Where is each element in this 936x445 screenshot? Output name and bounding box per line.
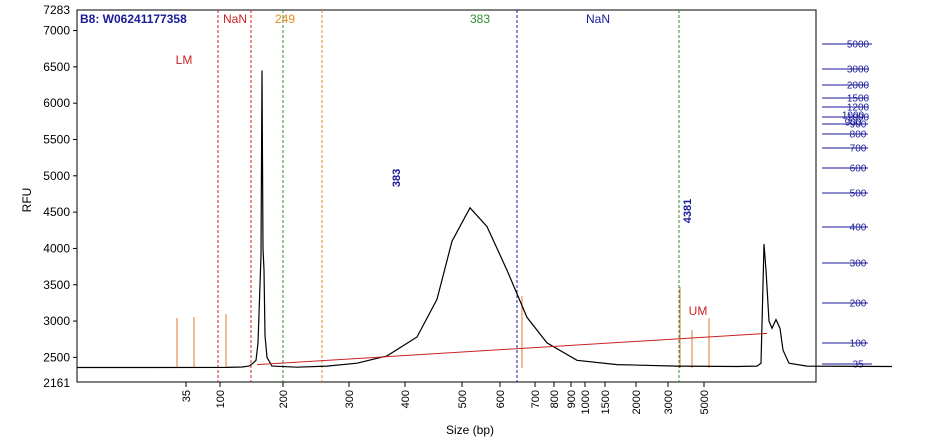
x-tick-label-1500: 1500 — [600, 390, 612, 414]
x-tick-label-5000: 5000 — [699, 390, 711, 414]
region-label-4: NaN — [586, 12, 610, 26]
region-label-3: 383 — [470, 12, 490, 26]
plot-area-frame — [76, 9, 817, 383]
x-tick-label-800: 800 — [549, 390, 561, 408]
y-tick-label-3500: 3500 — [43, 278, 70, 292]
right-scale-label-3000: 3000 — [847, 65, 870, 76]
x-tick-label-900: 900 — [566, 390, 578, 408]
right-scale-label-600: 600 — [850, 164, 867, 175]
right-scale-label-2000: 2000 — [847, 81, 870, 92]
y-tick-label-6500: 6500 — [43, 60, 70, 74]
right-scale-label-300: 300 — [850, 259, 867, 270]
y-axis-ticks: 2500 3000 3500 4000 4500 5000 5500 6000 6500 7000… — [43, 3, 77, 390]
y-tick-label-3000: 3000 — [43, 314, 70, 328]
right-scale-label-5000: 5000 — [847, 40, 870, 51]
x-tick-label-500: 500 — [457, 390, 469, 408]
y-tick-label-6000: 6000 — [43, 96, 70, 110]
x-axis-title: Size (bp) — [446, 423, 494, 437]
y-tick-label-5500: 5500 — [43, 132, 70, 146]
peak-label-4381: 4381 — [682, 199, 694, 223]
peak-label-383: 383 — [391, 169, 403, 187]
y-tick-label-4000: 4000 — [43, 241, 70, 255]
x-tick-label-400: 400 — [400, 390, 412, 408]
right-scale-label-1500: 1500 — [847, 94, 870, 105]
y-tick-label-5000: 5000 — [43, 169, 70, 183]
x-tick-label-3000: 3000 — [663, 390, 675, 414]
x-tick-label-300: 300 — [344, 390, 356, 408]
y-tick-label-4500: 4500 — [43, 205, 70, 219]
peak-label-lm: LM — [176, 53, 193, 67]
right-scale-label-35: 35 — [852, 360, 864, 371]
right-scale-label-700: 700 — [850, 144, 867, 155]
region-labels: NaN 249 383 NaN — [223, 12, 610, 26]
right-scale-label-100: 100 — [850, 339, 867, 350]
right-scale-label-400: 400 — [850, 223, 867, 234]
ladder-marker-lines — [176, 287, 710, 368]
series-layer — [77, 70, 893, 369]
right-scale-label-1200: 1200 — [847, 103, 870, 114]
peak-labels: LM 383 4381 UM — [176, 53, 708, 318]
right-scale-label-1000: 1000 — [847, 113, 870, 124]
series-line-2 — [256, 332, 768, 366]
right-scale-label-800: 800 — [850, 130, 867, 141]
x-tick-label-200: 200 — [278, 390, 290, 408]
region-label-1: NaN — [223, 12, 247, 26]
x-tick-label-700: 700 — [530, 390, 542, 408]
x-tick-label-1000: 1000 — [580, 390, 592, 414]
x-tick-label-35: 35 — [181, 390, 193, 402]
right-scale-marker-1000: 1000 — [842, 111, 865, 122]
region-label-2: 249 — [275, 12, 295, 26]
right-scale-label-500: 500 — [850, 189, 867, 200]
right-scale-marker-900: 900 — [845, 118, 862, 129]
x-tick-label-100: 100 — [215, 390, 227, 408]
right-scale-label-200: 200 — [850, 299, 867, 310]
y-axis-title: RFU — [20, 188, 34, 213]
region-marker-lines — [217, 10, 680, 382]
x-tick-label-2000: 2000 — [631, 390, 643, 414]
series-line-1 — [77, 70, 893, 369]
y-tick-label-7000: 7000 — [43, 24, 70, 38]
peak-label-um: UM — [689, 304, 708, 318]
x-axis-ticks: 35 100 200 300 400 500 600 700 800 900 1000 1500 200… — [181, 382, 711, 414]
y-tick-label-2500: 2500 — [43, 350, 70, 364]
y-edge-label-2161: 2161 — [43, 376, 70, 390]
sample-label: B8: W06241177358 — [80, 12, 187, 26]
y-edge-label-7283: 7283 — [43, 3, 70, 17]
right-scale-label-900: 900 — [850, 120, 867, 131]
x-tick-label-600: 600 — [495, 390, 507, 408]
